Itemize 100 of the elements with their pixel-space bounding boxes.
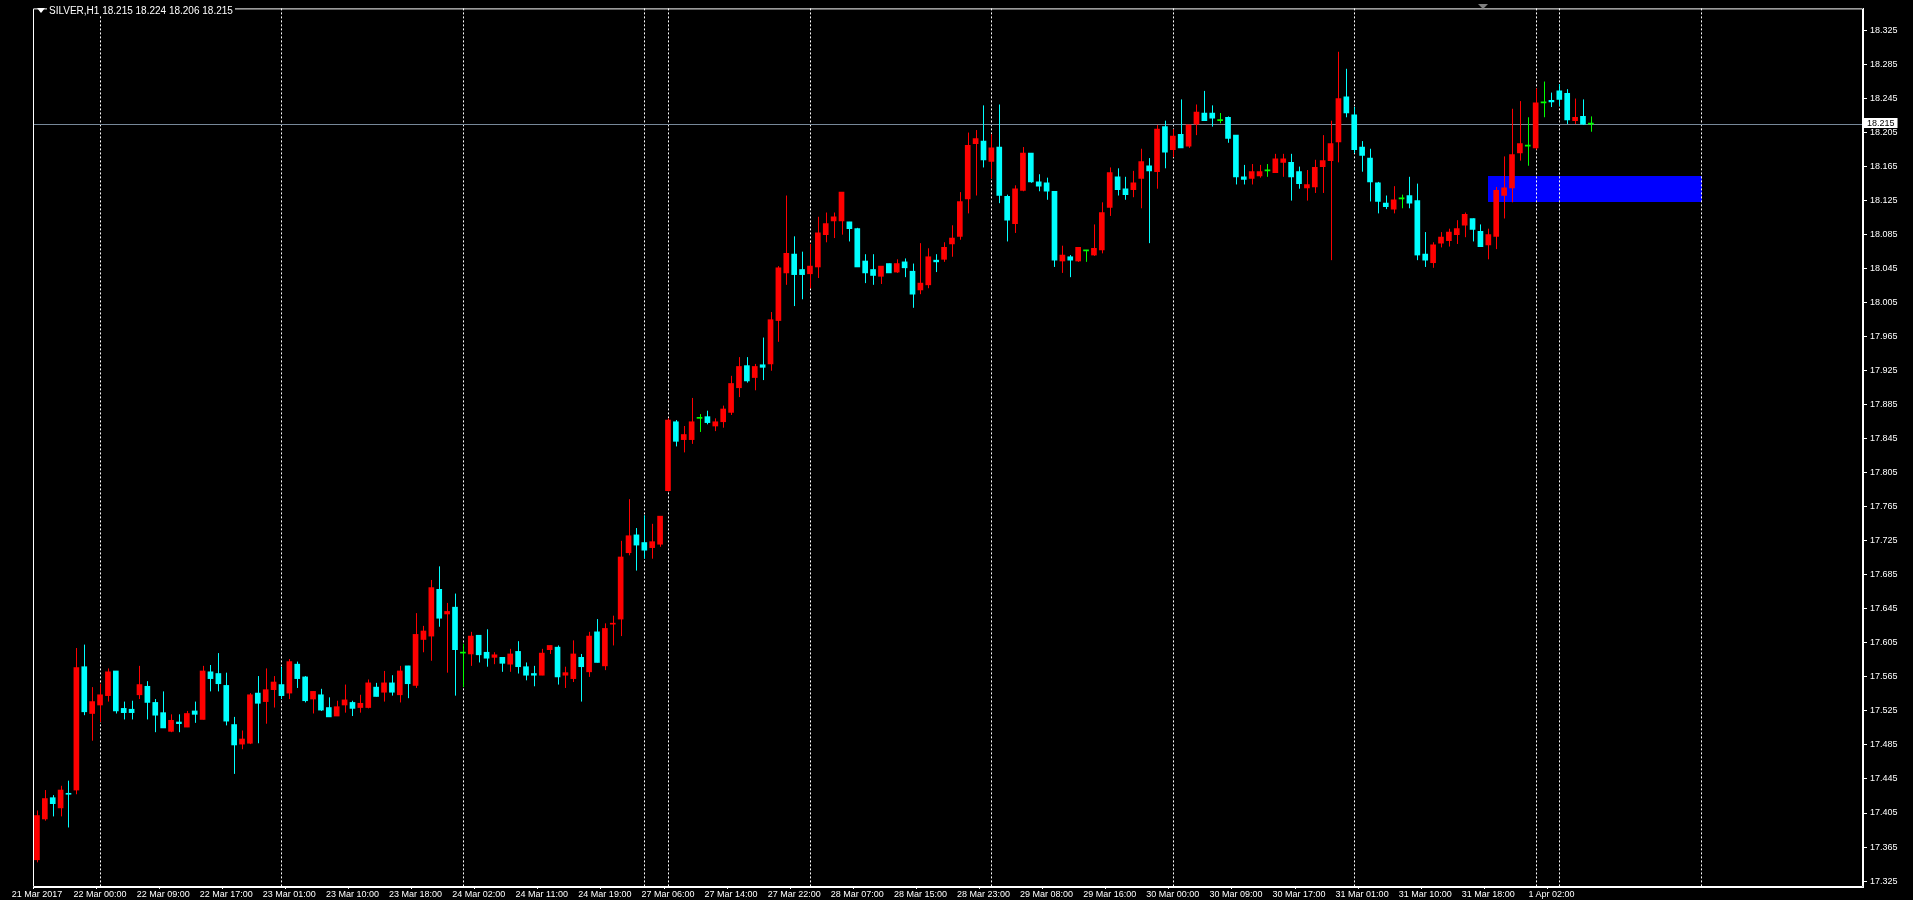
candlestick	[1043, 177, 1050, 201]
candlestick	[862, 253, 869, 284]
candlestick	[799, 251, 805, 300]
candlestick	[1304, 169, 1310, 202]
candlestick	[231, 716, 237, 775]
candlestick	[744, 356, 750, 384]
candlestick	[239, 730, 245, 750]
y-tick-label: 18.125	[1870, 195, 1898, 206]
y-tick-label: 17.805	[1870, 467, 1898, 478]
candlestick	[783, 195, 790, 286]
candlestick	[1453, 219, 1460, 245]
y-tick-label: 17.525	[1870, 705, 1898, 716]
candlestick	[310, 690, 316, 714]
candlestick	[389, 674, 395, 697]
candlestick	[1083, 249, 1089, 263]
candlestick	[688, 397, 695, 445]
candlestick	[1311, 159, 1318, 194]
x-tick-label: 31 Mar 18:00	[1461, 888, 1515, 899]
candlestick	[262, 667, 269, 725]
x-tick-label: 28 Mar 07:00	[830, 888, 884, 899]
candlestick	[1501, 155, 1507, 219]
y-tick-label: 17.565	[1870, 671, 1898, 682]
candlestick	[625, 498, 632, 556]
x-tick-label: 23 Mar 10:00	[325, 888, 379, 899]
y-tick-label: 17.885	[1870, 399, 1898, 410]
x-tick-label: 23 Mar 18:00	[389, 888, 443, 899]
candlestick	[1572, 98, 1578, 125]
candlestick	[1580, 98, 1586, 126]
x-tick-label: 30 Mar 17:00	[1272, 888, 1326, 899]
y-tick-label: 17.485	[1870, 739, 1898, 750]
y-tick-label: 18.325	[1870, 25, 1898, 35]
x-tick-label: 24 Mar 19:00	[578, 888, 632, 899]
x-tick-label: 29 Mar 16:00	[1083, 888, 1137, 899]
candlestick	[609, 615, 616, 646]
candlestick	[1122, 176, 1129, 201]
y-tick-label: 17.405	[1870, 807, 1898, 818]
x-tick-label: 27 Mar 14:00	[704, 888, 758, 899]
candlestick	[42, 789, 48, 822]
candlestick	[278, 666, 285, 700]
x-tick-label: 24 Mar 02:00	[452, 888, 506, 899]
y-tick-label: 18.245	[1870, 93, 1898, 104]
candlestick	[791, 235, 798, 307]
candlestick	[1209, 104, 1216, 128]
candlestick	[1461, 212, 1468, 238]
chart-title: SILVER,H1 18.215 18.224 18.206 18.215	[47, 5, 235, 16]
candlestick	[680, 425, 687, 453]
candlestick	[1430, 241, 1436, 269]
x-tick-label: 30 Mar 09:00	[1209, 888, 1263, 899]
candlestick	[941, 241, 947, 263]
candlestick	[759, 337, 766, 381]
candlestick	[909, 263, 916, 309]
x-tick-label: 22 Mar 09:00	[136, 888, 190, 899]
y-tick-label: 18.165	[1870, 161, 1898, 172]
candlestick	[949, 224, 955, 258]
y-tick-label: 17.605	[1870, 637, 1898, 648]
candlestick	[1240, 164, 1247, 185]
candlestick	[720, 405, 727, 429]
candlestick	[507, 648, 514, 673]
y-tick-label: 17.725	[1870, 535, 1898, 546]
candlestick	[404, 665, 411, 699]
candlestick	[673, 419, 679, 447]
x-tick-label: 22 Mar 00:00	[73, 888, 127, 899]
candlestick	[531, 665, 537, 687]
candlestick	[751, 363, 758, 391]
y-tick-label: 18.005	[1870, 297, 1898, 308]
y-tick-label: 17.685	[1870, 569, 1898, 580]
candlestick	[1327, 120, 1334, 261]
candlestick	[1067, 254, 1074, 278]
x-tick-label: 28 Mar 23:00	[956, 888, 1011, 899]
candlestick	[1138, 148, 1145, 209]
candlestick	[1146, 157, 1152, 244]
candlestick	[649, 523, 656, 560]
candlestick	[1517, 100, 1523, 162]
x-tick-label: 23 Mar 01:00	[262, 888, 316, 899]
candlestick	[294, 661, 301, 689]
candlestick	[1359, 140, 1365, 173]
x-tick-label: 21 Mar 2017	[11, 888, 63, 899]
candlestick	[152, 698, 159, 733]
candlestick	[1130, 170, 1137, 198]
candlestick	[641, 514, 648, 560]
candlestick	[870, 253, 876, 286]
candlestick	[972, 129, 979, 197]
y-tick-label: 17.925	[1870, 365, 1898, 376]
x-tick-label: 31 Mar 10:00	[1398, 888, 1452, 899]
y-tick-label: 17.325	[1870, 875, 1898, 886]
candlestick	[325, 696, 332, 718]
candlestick	[160, 690, 166, 729]
x-tick-label: 29 Mar 08:00	[1020, 888, 1074, 899]
candlestick	[318, 688, 324, 712]
y-tick-label: 17.765	[1870, 501, 1898, 512]
y-tick-label: 17.965	[1870, 331, 1898, 342]
x-tick-label: 24 Mar 11:00	[515, 888, 568, 899]
candlestick	[1319, 134, 1326, 194]
candlestick	[483, 628, 490, 668]
candlestick	[515, 640, 521, 675]
candlestick	[1169, 128, 1176, 158]
candlestick	[578, 653, 585, 703]
y-tick-label: 18.085	[1870, 229, 1898, 240]
candlestick	[467, 631, 474, 667]
y-tick-label: 17.645	[1870, 603, 1898, 614]
